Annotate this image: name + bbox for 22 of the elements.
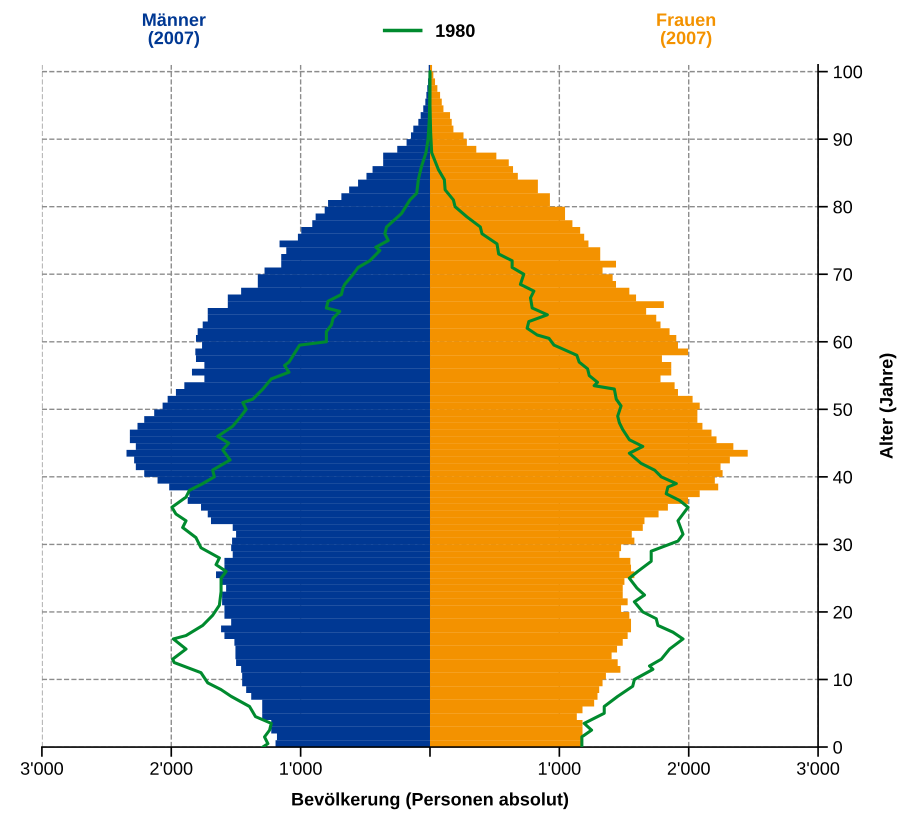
x-tick-label: 3'000 — [796, 762, 840, 775]
x-tick-label: 2'000 — [150, 762, 192, 775]
y-tick-label: 20 — [834, 606, 852, 619]
text: Frauen (2007) — [657, 14, 716, 48]
y-tick-label: 100 — [834, 66, 862, 78]
y-tick-label: 90 — [834, 133, 852, 146]
x-tick-label: 1'000 — [280, 762, 322, 775]
x-axis-title: Bevölkerung (Personen absolut) — [292, 792, 568, 810]
y-tick-label: 70 — [834, 268, 852, 281]
x-tick-label: 3'000 — [20, 762, 64, 775]
y-tick-label: 30 — [833, 538, 852, 552]
text: Männer (2007) — [142, 13, 206, 48]
y-tick-label: 80 — [833, 200, 852, 214]
legend-label: 1980 — [436, 24, 475, 38]
y-tick-label: 60 — [834, 336, 852, 348]
y-axis-title: Alter (Jahre) — [879, 354, 896, 459]
y-tick-label: 40 — [833, 470, 852, 484]
x-tick-label: 2'000 — [668, 762, 710, 775]
y-tick-label: 0 — [833, 740, 842, 754]
y-tick-label: 50 — [833, 403, 852, 416]
x-tick-label: 1'000 — [538, 762, 580, 775]
y-tick-label: 10 — [834, 673, 852, 686]
